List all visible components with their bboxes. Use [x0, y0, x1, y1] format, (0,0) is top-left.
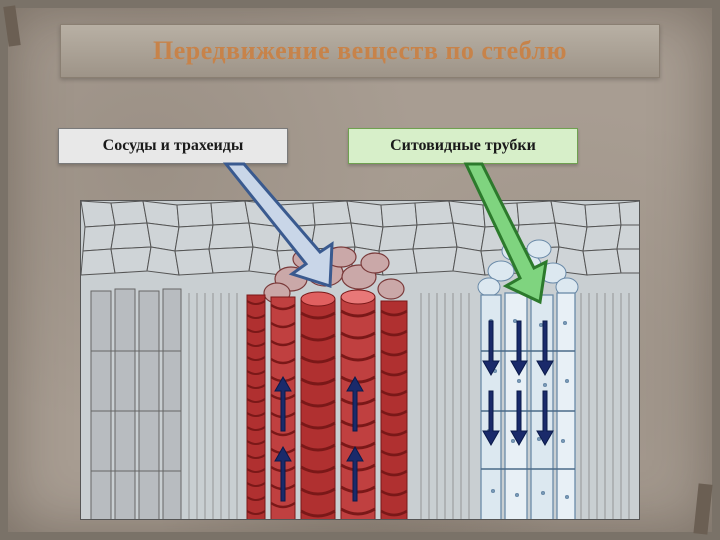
- fiber-columns-left: [91, 289, 181, 520]
- stem-cross-section-diagram: [80, 200, 640, 520]
- label-xylem-text: Сосуды и трахеиды: [103, 137, 244, 155]
- label-phloem: Ситовидные трубки: [348, 128, 578, 164]
- diagram-svg: [81, 201, 640, 520]
- title-box: Передвижение веществ по стеблю: [60, 24, 660, 78]
- label-phloem-text: Ситовидные трубки: [390, 137, 536, 155]
- slide-title: Передвижение веществ по стеблю: [153, 36, 567, 66]
- phloem-tubes: [481, 293, 575, 520]
- label-xylem: Сосуды и трахеиды: [58, 128, 288, 164]
- xylem-vessels: [247, 290, 407, 520]
